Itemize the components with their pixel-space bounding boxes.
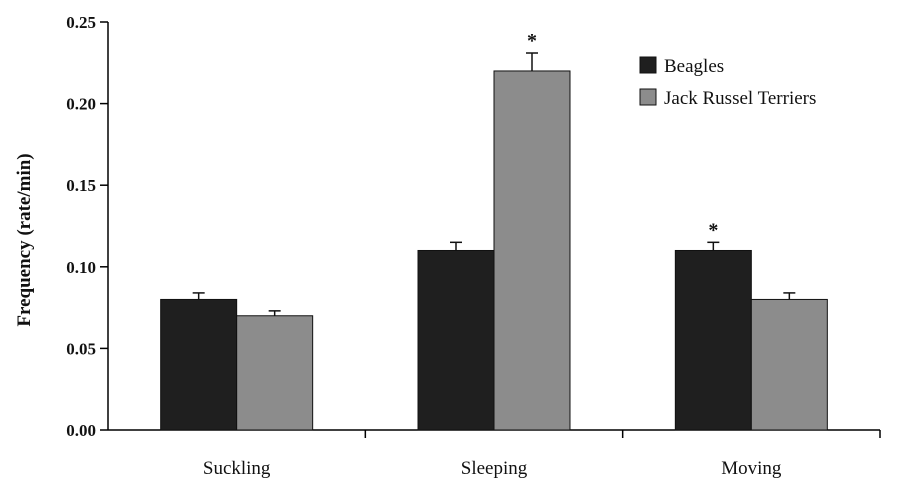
annotations: ** — [527, 30, 718, 241]
bar-suckling-jack-russel-terriers — [236, 315, 314, 431]
significance-marker: * — [527, 30, 537, 52]
y-axis-ticks: 0.00 0.05 0.10 0.15 0.20 0.25 — [66, 13, 108, 440]
bar-sleeping-jack-russel-terriers — [493, 70, 571, 431]
y-tick-label: 0.15 — [66, 176, 96, 195]
y-tick-label: 0.20 — [66, 95, 96, 114]
bar-moving-beagles — [674, 249, 752, 431]
legend-label: Jack Russel Terriers — [664, 88, 816, 109]
significance-marker: * — [708, 219, 718, 241]
x-axis-ticks: Suckling Sleeping Moving — [203, 430, 881, 479]
y-tick-label: 0.25 — [66, 13, 96, 32]
y-axis-label: Frequency (rate/min) — [14, 153, 35, 326]
error-bars — [192, 52, 796, 316]
bars — [160, 70, 828, 431]
x-tick-label: Moving — [721, 458, 782, 479]
legend: Beagles Jack Russel Terriers — [639, 56, 816, 109]
bar-moving-jack-russel-terriers — [750, 298, 828, 431]
bar-sleeping-beagles — [417, 249, 495, 431]
y-tick-label: 0.10 — [66, 258, 96, 277]
bar-suckling-beagles — [160, 298, 238, 431]
legend-swatch — [639, 88, 657, 106]
legend-label: Beagles — [664, 56, 724, 77]
legend-swatch — [639, 56, 657, 74]
x-tick-label: Sleeping — [461, 458, 528, 479]
y-tick-label: 0.00 — [66, 421, 96, 440]
y-tick-label: 0.05 — [66, 339, 96, 358]
x-tick-label: Suckling — [203, 458, 271, 479]
